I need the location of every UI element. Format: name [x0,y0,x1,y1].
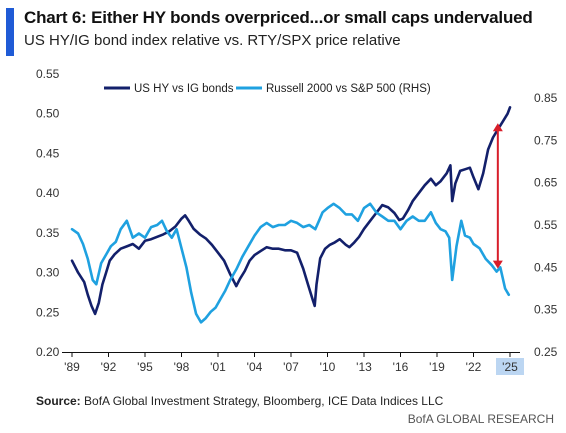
x-tick-label: '22 [466,360,482,374]
y-left-tick-label: 0.45 [36,146,60,160]
x-tick-label: '98 [174,360,190,374]
source-label: Source: [36,394,81,408]
x-tick-label: '25 [502,360,518,374]
y-left-tick-label: 0.20 [36,345,60,359]
x-tick-label: '19 [429,360,445,374]
legend-label-rty: Russell 2000 vs S&P 500 (RHS) [266,83,431,95]
x-tick-label: '01 [210,360,226,374]
source-note: Source: BofA Global Investment Strategy,… [36,394,443,408]
series-line-hy-vs-ig [70,106,512,316]
y-left-tick-label: 0.50 [36,107,60,121]
y-left-tick-label: 0.25 [36,305,60,319]
x-tick-highlight [496,358,524,375]
source-text: BofA Global Investment Strategy, Bloombe… [80,394,444,408]
y-left-tick-label: 0.30 [36,266,60,280]
y-right-tick-label: 0.25 [534,345,558,359]
y-right-tick-label: 0.45 [534,260,558,274]
x-tick-label: '95 [137,360,153,374]
x-tick-label: '89 [64,360,80,374]
x-tick-label: '16 [393,360,409,374]
x-tick-label: '04 [247,360,263,374]
chart-svg: '89 '92 '95 '98 '01 '04 '07 '10 '13 '16 '19 '22 '25 0… [36,67,558,375]
y-right-tick-label: 0.55 [534,218,558,232]
title-accent-bar [6,8,14,56]
x-tick-label: '13 [356,360,372,374]
y-right-tick-label: 0.65 [534,176,558,190]
y-left-tick-label: 0.55 [36,67,60,81]
y-right-tick-label: 0.35 [534,303,558,317]
chart-subtitle: US HY/IG bond index relative vs. RTY/SPX… [24,32,401,49]
y-left-tick-label: 0.40 [36,186,60,200]
y-left-tick-label: 0.35 [36,226,60,240]
gap-arrow-head-down [492,260,503,269]
gap-arrow-head-up [492,123,503,132]
x-tick-label: '07 [283,360,299,374]
brand-footer: BofA GLOBAL RESEARCH [407,412,554,426]
chart-title: Chart 6: Either HY bonds overpriced...or… [24,8,533,27]
y-right-tick-label: 0.75 [534,133,558,147]
chart-area: '89 '92 '95 '98 '01 '04 '07 '10 '13 '16 '19 '22 '25 0… [0,64,566,384]
series-line-rty-vs-spx [70,202,511,324]
legend-label-hy: US HY vs IG bonds [134,83,234,95]
x-tick-label: '10 [320,360,336,374]
y-right-tick-label: 0.85 [534,91,558,105]
x-tick-label: '92 [101,360,117,374]
